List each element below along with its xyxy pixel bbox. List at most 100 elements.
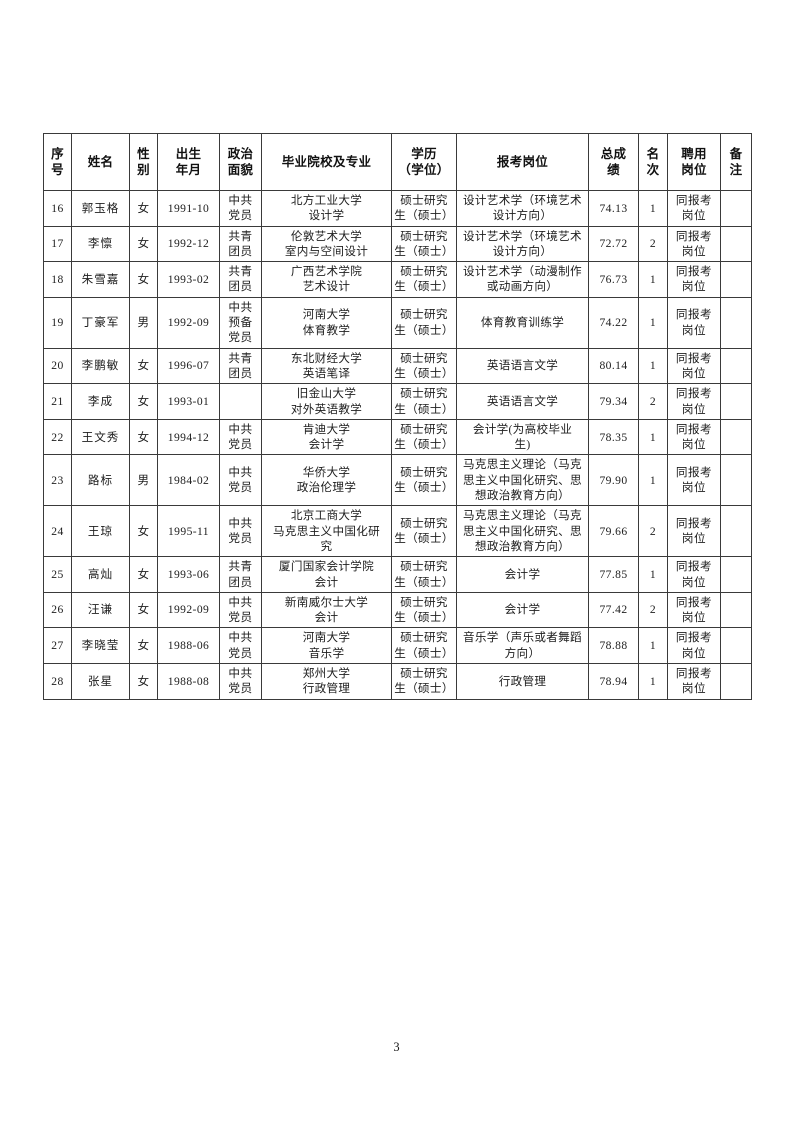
cell-lines: 同报考 岗位 [669, 386, 719, 417]
cell-school: 河南大学 体育教学 [261, 296, 392, 349]
cell-line: 号 [51, 163, 64, 177]
cell-line: 党员 [228, 646, 253, 660]
cell-lines: 伦敦艺术大学 室内与空间设计 [263, 229, 390, 260]
cell-line: 硕士研究 [400, 265, 448, 279]
cell-politics: 中共 党员 [219, 663, 262, 700]
cell-index: 16 [43, 190, 72, 227]
cell-line: 岗位 [681, 481, 707, 495]
cell-politics [219, 383, 262, 420]
cell-birth: 1984-02 [157, 454, 220, 507]
cell-name: 李晓莹 [71, 627, 130, 665]
cell-lines: 硕士研究 生（硕士） [393, 630, 455, 661]
cell-birth: 1994-12 [157, 418, 220, 456]
cell-hired: 同报考 岗位 [667, 347, 721, 385]
cell-birth: 1993-02 [157, 261, 220, 298]
cell-remark [720, 296, 752, 349]
cell-lines: 肯迪大学 会计学 [263, 422, 390, 453]
cell-remark [720, 454, 752, 507]
cell-score: 80.14 [588, 347, 639, 385]
cell-line: 艺术设计 [302, 280, 351, 294]
cell-line: 名 [646, 146, 660, 161]
cell-position: 设计艺术学（环境艺术 设计方向） [456, 225, 589, 263]
cell-line: 思主义中国化研究、思 [463, 524, 582, 538]
cell-line: 生（硕士） [394, 438, 454, 452]
cell-gender: 男 [129, 296, 158, 349]
cell-remark [720, 505, 752, 558]
cell-line: 硕士研究 [400, 194, 448, 207]
cell-score: 78.88 [588, 627, 639, 665]
cell-lines: 北京工商大学 马克思主义中国化研究 [263, 508, 390, 554]
cell-score: 74.22 [588, 296, 639, 349]
cell-line: 共青 [228, 229, 253, 243]
cell-line: 岗位 [681, 646, 707, 660]
cell-line: 别 [137, 163, 150, 177]
roster-table-container: 序号姓名性别出生 年月 政治 面貌 毕业院校及专业 学历 （学位） 报考岗位 总成绩名次聘用 岗位… [43, 133, 752, 700]
cell-line: 硕士研究 [400, 229, 448, 243]
cell-rank: 2 [638, 505, 668, 558]
cell-rank: 2 [638, 225, 668, 263]
cell-lines: 同报考 岗位 [669, 193, 719, 224]
cell-remark [720, 663, 752, 700]
cell-lines: 序号 [45, 146, 70, 179]
cell-degree: 硕士研究 生（硕士） [391, 627, 457, 665]
cell-line: 音乐学 [308, 646, 345, 660]
cell-line: 生（硕士） [394, 244, 454, 258]
cell-line: 河南大学 [302, 631, 351, 645]
cell-hired: 同报考 岗位 [667, 383, 721, 420]
column-header-hired: 聘用 岗位 [667, 133, 721, 191]
roster-table: 序号姓名性别出生 年月 政治 面貌 毕业院校及专业 学历 （学位） 报考岗位 总成绩名次聘用 岗位… [43, 133, 752, 700]
cell-rank: 1 [638, 627, 668, 665]
cell-score: 76.73 [588, 261, 639, 298]
cell-line: 备 [729, 146, 743, 161]
cell-line: 同报考 [675, 595, 713, 609]
cell-politics: 共青 团员 [219, 261, 262, 298]
cell-name: 丁豪军 [71, 296, 130, 349]
cell-lines: 名次 [640, 146, 666, 179]
cell-remark [720, 383, 752, 420]
cell-birth: 1995-11 [157, 505, 220, 558]
cell-name: 路标 [71, 454, 130, 507]
cell-line: 东北财经大学 [290, 351, 363, 365]
cell-line: 中共 [228, 422, 253, 436]
cell-lines: 设计艺术学（环境艺术 设计方向） [458, 229, 587, 260]
cell-lines: 同报考 岗位 [669, 630, 719, 661]
cell-hired: 同报考 岗位 [667, 663, 721, 700]
cell-line: 出生 [175, 146, 202, 161]
cell-line: 中共 [228, 300, 253, 314]
cell-line: 北京工商大学 [290, 509, 363, 523]
cell-name: 汪谦 [71, 591, 130, 629]
cell-line: 生) [514, 438, 531, 452]
cell-line: 音乐学（声乐或者舞蹈 [463, 631, 582, 645]
column-header-politics: 政治 面貌 [219, 133, 262, 191]
cell-line: 中共 [228, 631, 253, 645]
cell-position: 音乐学（声乐或者舞蹈 方向） [456, 627, 589, 665]
cell-line: 究 [320, 539, 333, 553]
cell-lines: 硕士研究 生（硕士） [393, 307, 455, 338]
cell-lines: 同报考 岗位 [669, 229, 719, 260]
cell-line: 同报考 [675, 667, 713, 681]
cell-school: 厦门国家会计学院 会计 [261, 556, 392, 593]
cell-remark [720, 225, 752, 263]
cell-line: 马克思主义理论（马克 [463, 458, 582, 472]
cell-gender: 女 [129, 383, 158, 420]
cell-line: 岗位 [681, 611, 707, 625]
cell-lines: 总成绩 [590, 146, 637, 179]
cell-line: 硕士研究 [400, 387, 448, 401]
cell-gender: 女 [129, 190, 158, 227]
cell-name: 王文秀 [71, 418, 130, 456]
cell-score: 78.35 [588, 418, 639, 456]
cell-line: 同报考 [675, 351, 713, 365]
cell-line: 岗位 [681, 280, 707, 294]
cell-name: 郭玉格 [71, 190, 130, 227]
cell-hired: 同报考 岗位 [667, 505, 721, 558]
cell-index: 27 [43, 627, 72, 665]
cell-lines: 马克思主义理论（马克 思主义中国化研究、思 想政治教育方向） [458, 508, 587, 554]
cell-rank: 1 [638, 454, 668, 507]
table-row: 25 高灿女 1993-06 共青 团员 厦门国家会计学院 会计 硕士研究 生（硕士） 会计学 77… [43, 556, 752, 593]
cell-degree: 硕士研究 生（硕士） [391, 556, 457, 593]
cell-line: 团员 [228, 280, 253, 294]
cell-hired: 同报考 岗位 [667, 556, 721, 593]
cell-score: 79.34 [588, 383, 639, 420]
cell-lines: 中共 党员 [221, 595, 260, 626]
cell-birth: 1991-10 [157, 190, 220, 227]
